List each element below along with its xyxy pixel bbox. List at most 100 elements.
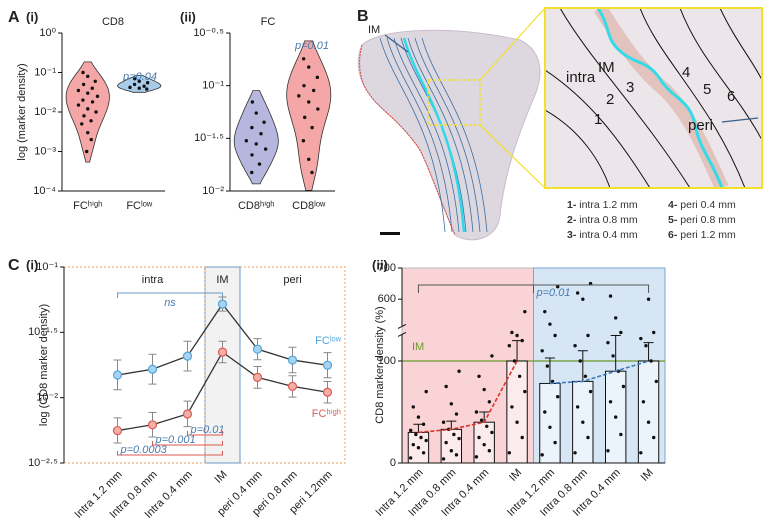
error-bar [446,420,457,430]
data-point [457,369,461,373]
panel-letter: B [357,8,369,25]
p-value: p=0.04 [122,71,157,83]
data-point [307,100,311,104]
data-point [408,428,413,433]
data-point [133,76,137,81]
data-point [411,405,415,409]
legend-number: 2- [567,214,577,226]
legend-text: intra 0.4 mm [576,229,638,241]
legend-number: 6- [668,229,678,241]
data-point [608,294,613,298]
zoom-label: 2 [606,91,614,108]
data-point [457,436,461,441]
data-point [621,384,626,389]
y-tick-label: 100 [378,355,396,367]
data-point [523,309,527,314]
data-point [482,387,486,392]
data-point [490,354,494,358]
data-point [444,384,448,389]
data-point [421,422,426,426]
data-point [573,344,577,348]
data-point [93,79,97,83]
data-point [619,432,623,437]
legend-number: 4- [668,199,678,211]
data-point [217,347,228,357]
y-tick-label: 10⁻¹ [36,261,58,273]
data-point [543,309,547,314]
data-point [128,85,132,90]
data-point [441,457,446,461]
p-value: p=0.01 [294,40,329,52]
chart: A (i) CD8 log (marker density) FCʰⁱᵍʰ FCˡᵒʷ p=… [8,9,165,212]
data-point [424,438,428,443]
y-tick-label: 10⁻³ [34,145,56,157]
comparison-label: p=0.0003 [120,444,168,456]
y-tick-label: 0 [390,457,396,469]
y-tick-label: 10⁻¹ [202,80,224,92]
im-line [402,37,466,233]
data-point [449,402,454,406]
data-point [555,285,560,289]
x-tick-label: CD8ˡᵒʷ [292,200,326,212]
data-point [408,456,413,460]
data-point [307,65,311,69]
data-point [507,344,512,348]
data-point [487,400,492,404]
x-tick-label: FCʰⁱᵍʰ [73,200,102,212]
data-point [307,157,311,161]
data-point [89,137,93,142]
data-point [112,370,123,380]
im-bands [379,37,488,233]
zoom-frame [544,7,763,189]
data-point [254,111,258,115]
data-point [515,420,519,424]
data-point [548,425,552,429]
data-point [287,355,298,365]
data-point [421,451,426,455]
comparison-bracket [417,284,650,293]
data-point [254,142,258,146]
data-point [613,415,618,419]
data-point [540,349,544,353]
zoom-image [545,8,762,188]
data-point [619,330,623,335]
legend-text: peri 1.2 mm [677,229,736,241]
legend-item: 5- peri 0.8 mm [668,214,736,226]
data-point [112,425,123,436]
trend-line [418,360,518,434]
legend-text: peri 0.4 mm [677,199,736,211]
data-point [652,330,656,335]
arrow [721,117,759,123]
zoom-label: 5 [703,81,711,98]
legend-number: 1- [567,199,577,211]
panel-letter: C [8,257,20,274]
data-point [322,360,333,370]
data-point [639,336,643,341]
data-point [250,153,254,157]
legend-item: 4- peri 0.4 mm [668,199,736,211]
data-point [517,374,522,378]
data-point [588,281,593,286]
chart: (ii) FC CD8ʰⁱᵍʰ CD8ˡᵒʷ p=0.01 10⁻⁰·⁵ 10⁻¹ 10⁻¹·… [180,9,335,212]
data-point [259,131,263,136]
data-point [76,103,81,107]
data-point [553,333,557,338]
data-point [646,420,651,424]
series-label: FCʰⁱᵍʰ [312,408,341,420]
data-point [611,354,615,358]
error-bar [544,357,555,384]
data-point [82,114,86,118]
data-point [137,79,141,83]
legend-text: intra 1.2 mm [576,199,638,211]
zoom-label: 1 [594,111,602,128]
y-tick-label: 10⁻²·⁵ [28,457,58,469]
data-point [250,125,254,130]
violin [65,61,110,163]
data-point [301,139,306,143]
data-point [86,130,90,135]
data-point [586,333,590,338]
data-point [311,88,316,93]
chart: C (i) log (CD8 marker density) intra IM peri n… [8,257,346,521]
data-point [85,149,89,154]
